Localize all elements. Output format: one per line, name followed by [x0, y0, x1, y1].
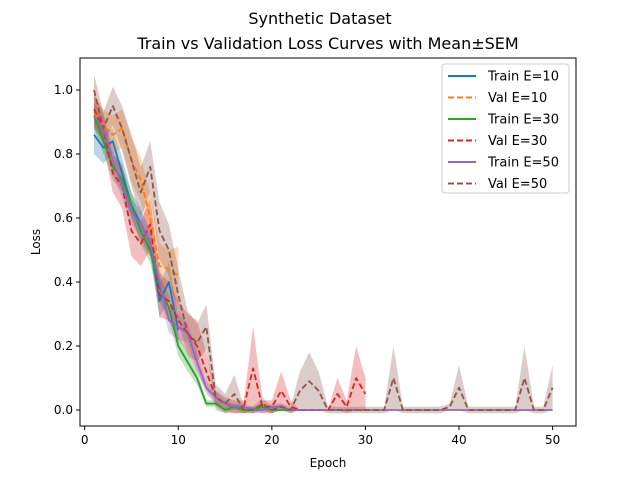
legend: Train E=10 Val E=10 Train E=30 Val E=30 Trai…: [441, 63, 570, 194]
chart-subtitle: Train vs Validation Loss Curves with Mea…: [136, 34, 518, 53]
legend-box: [441, 63, 570, 194]
x-tick-label: 10: [171, 433, 186, 447]
train-e-50-line: [93, 115, 553, 411]
legend-label: Train E=50: [487, 156, 559, 171]
y-tick-label: 0.4: [54, 275, 73, 289]
y-axis-label: Loss: [29, 229, 43, 255]
y-tick-label: 0.0: [54, 403, 73, 417]
y-tick-label: 0.2: [54, 339, 73, 353]
y-tick-label: 1.0: [54, 83, 73, 97]
x-tick-label: 40: [451, 433, 466, 447]
val-e-10-line: [93, 111, 179, 277]
legend-label: Train E=30: [487, 113, 559, 128]
x-axis-ticks: 0 10 20 30 40 50: [81, 426, 560, 447]
x-tick-label: 50: [545, 433, 560, 447]
x-tick-label: 30: [358, 433, 373, 447]
legend-label: Val E=30: [488, 134, 547, 149]
y-tick-label: 0.6: [54, 211, 73, 225]
x-axis-label: Epoch: [310, 456, 347, 470]
legend-label: Val E=50: [488, 177, 547, 192]
chart-title: Synthetic Dataset: [248, 9, 391, 28]
train-e-30-sem-band: [94, 102, 366, 414]
val-e-50-line: [93, 89, 554, 411]
x-tick-label: 20: [264, 433, 279, 447]
x-tick-label: 0: [81, 433, 89, 447]
series-lines: [93, 89, 554, 411]
y-tick-label: 0.8: [54, 147, 73, 161]
legend-label: Train E=10: [487, 70, 559, 85]
plot-frame: [79, 57, 577, 427]
legend-label: Val E=10: [488, 91, 547, 106]
val-e-30-sem-band: [94, 93, 366, 414]
y-axis-ticks: 0.0 0.2 0.4 0.6 0.8 1.0: [54, 83, 80, 417]
val-e-50-sem-band: [94, 74, 553, 414]
